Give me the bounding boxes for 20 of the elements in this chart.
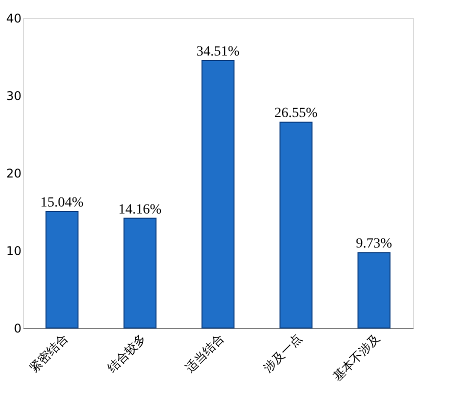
x-tick-label: 适当结合 bbox=[182, 331, 226, 375]
x-tick-label: 涉及一点 bbox=[260, 331, 304, 375]
bar bbox=[358, 252, 390, 328]
data-label: 14.16% bbox=[118, 202, 162, 218]
bar bbox=[280, 122, 312, 328]
bar bbox=[202, 60, 234, 328]
bar bbox=[124, 218, 156, 328]
y-tick-label: 20 bbox=[6, 166, 22, 180]
x-tick-label: 基本不涉及 bbox=[330, 331, 382, 384]
x-tick-label: 紧密结合 bbox=[26, 331, 70, 375]
y-tick-label: 30 bbox=[6, 89, 22, 103]
data-label: 34.51% bbox=[196, 44, 240, 60]
y-tick-label: 0 bbox=[14, 322, 22, 336]
bar bbox=[46, 210, 78, 328]
data-label: 26.55% bbox=[274, 106, 318, 122]
y-tick-label: 10 bbox=[6, 244, 22, 258]
data-label: 15.04% bbox=[40, 195, 84, 210]
y-tick-label: 40 bbox=[6, 12, 22, 26]
x-tick-label: 结合较多 bbox=[104, 331, 148, 375]
data-label: 9.73% bbox=[356, 236, 392, 252]
